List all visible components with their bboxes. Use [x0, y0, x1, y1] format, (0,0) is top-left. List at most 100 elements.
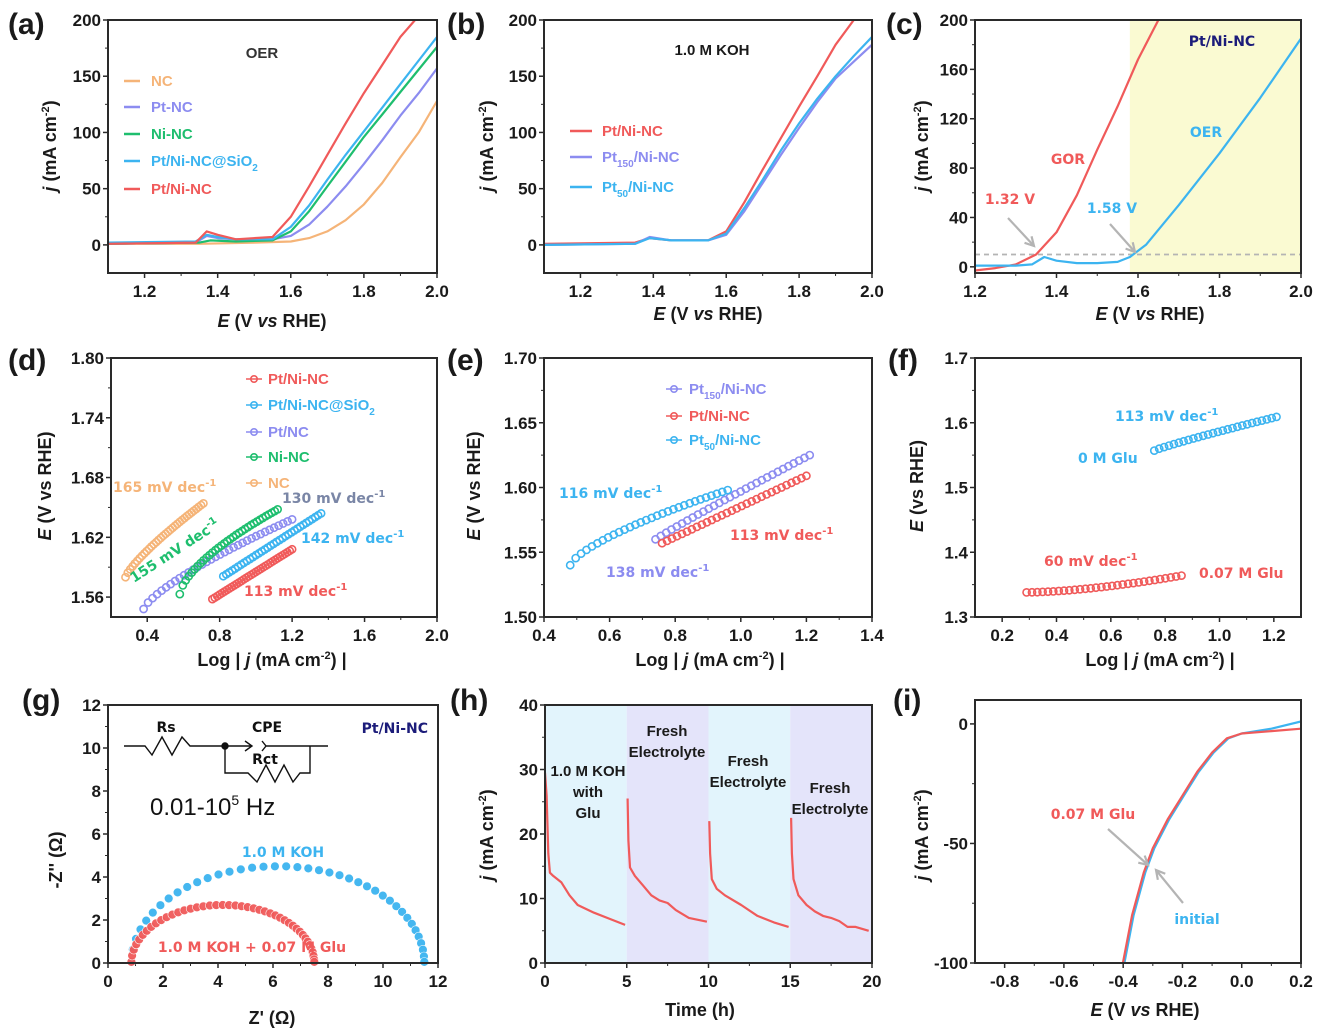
y-tick-label: 100 — [509, 123, 537, 142]
legend-label-part: 150 — [704, 391, 721, 402]
x-axis-title-vs: vs — [694, 304, 714, 324]
nyquist-point — [419, 957, 429, 967]
legend-marker — [250, 427, 259, 436]
data-point — [636, 518, 646, 527]
x-tick-label: 15 — [781, 972, 800, 991]
data-point — [1113, 580, 1122, 590]
data-point — [701, 493, 711, 502]
series-line-oer — [975, 37, 1301, 267]
x-axis-title-open: (V — [665, 304, 693, 324]
y-tick-label: 50 — [518, 180, 537, 199]
equivalent-circuit — [124, 735, 328, 784]
y-tick-label: 4 — [92, 868, 102, 887]
legend-marker — [669, 411, 678, 420]
x-axis-title-rhe: RHE) — [714, 304, 763, 324]
segment-label: Glu — [576, 805, 601, 822]
data-point — [1223, 424, 1233, 434]
data-point — [146, 542, 156, 551]
data-point — [139, 549, 149, 558]
y-axis-title-unit: (mA cm — [912, 805, 932, 875]
x-axis-title-symbol: E — [653, 304, 666, 324]
y-axis-title-close: ) — [477, 100, 497, 106]
nyquist-point — [164, 893, 174, 904]
legend-label-part: 50 — [704, 442, 716, 453]
series-line-nc — [108, 100, 437, 245]
data-point — [1048, 587, 1058, 596]
y-tick-label: 1.7 — [944, 349, 968, 368]
x-tick-label: 1.2 — [795, 626, 819, 645]
arrow-1-32v — [1007, 217, 1035, 247]
nyquist-point — [324, 867, 335, 878]
nyquist-point — [334, 870, 345, 880]
panel-label: (i) — [893, 684, 921, 717]
x-tick-label: 0.8 — [208, 626, 232, 645]
circuit-label-rs: Rs — [156, 720, 175, 736]
legend-label: Pt-NC — [151, 99, 193, 116]
data-point — [677, 529, 687, 539]
frequency-range: 0.01-105 Hz — [150, 792, 275, 821]
x-axis-title-symbol: E — [1095, 304, 1108, 324]
y-axis-title-unit: (V vs RHE) — [35, 431, 55, 528]
panel-f: (f) 0.2 0.4 0.6 0.8 1.0 1.2 1.3 1.4 1.5 1.6 1.7 113 … — [888, 344, 1302, 670]
data-point — [687, 524, 697, 534]
nyquist-point — [292, 862, 303, 872]
data-point — [1027, 587, 1037, 597]
panel-h: (h) 0 5 10 15 20 0 10 20 30 40 1.0 M KOH with Glu Fres… — [450, 684, 881, 1020]
y-tick-label: 1.5 — [944, 479, 968, 498]
x-tick-label: 1.2 — [1262, 626, 1286, 645]
y-tick-label: 1.6 — [944, 414, 968, 433]
label-koh: 1.0 M KOH — [242, 845, 324, 861]
data-point — [1145, 576, 1154, 586]
x-axis-title-close: ) | — [769, 650, 785, 670]
y-axis-title-symbol: j — [477, 875, 497, 883]
data-point — [767, 487, 776, 497]
x-tick-label: 1.4 — [206, 282, 230, 301]
data-point — [747, 496, 757, 506]
data-point — [669, 504, 678, 514]
y-tick-label: 1.65 — [504, 414, 537, 433]
data-point — [273, 504, 282, 514]
legend-label-part: Ni-NC — [268, 449, 310, 466]
legend-label: Ni-NC — [151, 126, 193, 143]
annotation-initial: initial — [1174, 912, 1219, 928]
y-tick-label: 1.50 — [504, 608, 537, 627]
data-point — [1150, 575, 1160, 585]
x-axis-title-open: (V — [1102, 1000, 1130, 1020]
panel-title: 1.0 M KOH — [674, 42, 749, 59]
data-point — [1118, 580, 1128, 589]
data-point — [679, 500, 689, 510]
legend-marker — [669, 435, 678, 444]
data-point — [238, 538, 247, 548]
data-point — [287, 544, 297, 554]
data-point — [1233, 422, 1242, 432]
x-axis-title-vs: vs — [1136, 304, 1156, 324]
legend-label: Pt50/Ni-NC — [689, 432, 761, 453]
circuit-label-rct: Rct — [252, 752, 278, 768]
data-point — [1179, 436, 1188, 446]
y-tick-label: 30 — [519, 761, 538, 780]
y-tick-label: 1.62 — [71, 528, 104, 547]
x-tick-label: 1.2 — [963, 282, 987, 301]
data-point — [1267, 413, 1277, 423]
tafel-label-pt50-part: -1 — [651, 484, 662, 495]
data-point — [224, 545, 234, 555]
x-tick-label: 0.4 — [135, 626, 159, 645]
y-tick-label: -100 — [934, 954, 968, 973]
data-point — [707, 515, 717, 525]
tafel-label-pt-ni-nc-part: 113 mV dec — [730, 528, 822, 544]
current-trace — [708, 821, 789, 928]
x-axis-title-symbol: E — [217, 311, 230, 331]
x-axis-title-rhe: RHE) — [1156, 304, 1205, 324]
arrow-0-07m-glu-head — [1138, 855, 1150, 867]
x-tick-label: 1.0 — [729, 626, 753, 645]
nyquist-point — [155, 900, 166, 910]
x-axis-title: E (V vs RHE) — [653, 304, 762, 324]
legend-label-part: NC — [268, 475, 290, 492]
data-point — [777, 483, 786, 492]
x-axis-title: Time (h) — [665, 1000, 735, 1020]
tafel-label-pt-ni-nc-sio2: 142 mV dec-1 — [301, 529, 404, 547]
data-point — [1208, 428, 1218, 438]
x-tick-label: 1.6 — [1126, 282, 1150, 301]
data-point — [657, 538, 667, 548]
x-tick-label: 1.6 — [353, 626, 377, 645]
